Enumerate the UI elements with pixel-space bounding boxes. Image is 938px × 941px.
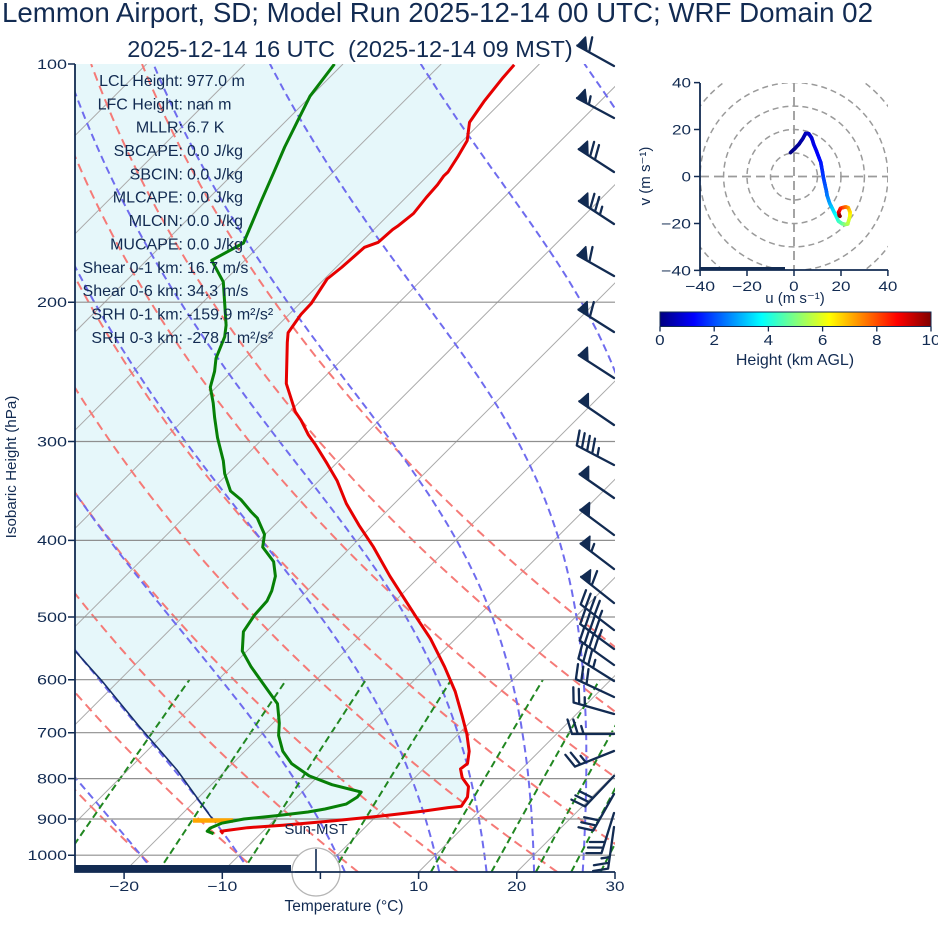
svg-text:0.0 J/kg: 0.0 J/kg — [187, 213, 243, 230]
svg-text:Shear 0-6 km:: Shear 0-6 km: — [83, 283, 183, 300]
svg-text:−40: −40 — [661, 262, 691, 278]
svg-text:600: 600 — [37, 672, 67, 688]
svg-text:MLCAPE:: MLCAPE: — [113, 190, 183, 207]
svg-text:1000: 1000 — [28, 847, 68, 863]
svg-text:16.7 m/s: 16.7 m/s — [187, 260, 248, 277]
svg-text:0: 0 — [682, 169, 692, 185]
svg-text:20: 20 — [507, 878, 526, 894]
svg-text:800: 800 — [37, 770, 67, 786]
svg-text:v (m s⁻¹): v (m s⁻¹) — [637, 147, 654, 206]
svg-text:−10: −10 — [207, 878, 237, 894]
svg-text:0.0 J/kg: 0.0 J/kg — [187, 166, 243, 183]
svg-text:40: 40 — [878, 278, 897, 294]
svg-text:977.0 m: 977.0 m — [187, 73, 245, 90]
svg-text:-159.9 m²/s²: -159.9 m²/s² — [187, 307, 274, 324]
svg-text:Lemmon Airport, SD; Model Run: Lemmon Airport, SD; Model Run 2025-12-14… — [2, 0, 873, 28]
svg-text:−20: −20 — [109, 878, 139, 894]
svg-text:30: 30 — [606, 878, 625, 894]
svg-text:10: 10 — [922, 333, 938, 349]
svg-text:Temperature (°C): Temperature (°C) — [284, 898, 403, 915]
svg-text:−40: −40 — [685, 278, 715, 294]
svg-text:0.0 J/kg: 0.0 J/kg — [187, 190, 243, 207]
svg-text:10: 10 — [409, 878, 428, 894]
svg-text:8: 8 — [872, 333, 882, 349]
svg-text:700: 700 — [37, 725, 67, 741]
svg-text:LFC Height:: LFC Height: — [98, 96, 183, 113]
svg-text:SRH 0-1 km:: SRH 0-1 km: — [91, 307, 183, 324]
svg-text:−20: −20 — [732, 278, 762, 294]
svg-text:-278.1 m²/s²: -278.1 m²/s² — [187, 330, 274, 347]
svg-text:0.0 J/kg: 0.0 J/kg — [187, 236, 243, 253]
svg-text:0.0 J/kg: 0.0 J/kg — [187, 143, 243, 160]
svg-text:nan m: nan m — [187, 96, 231, 113]
svg-text:0: 0 — [655, 333, 665, 349]
svg-text:2025-12-14 16 UTC (2025-12-14: 2025-12-14 16 UTC (2025-12-14 09 MST) — [127, 36, 572, 62]
svg-text:−20: −20 — [661, 216, 691, 232]
svg-text:200: 200 — [37, 294, 67, 310]
svg-text:400: 400 — [37, 532, 67, 548]
svg-text:20: 20 — [672, 122, 691, 138]
svg-text:900: 900 — [37, 811, 67, 827]
svg-text:100: 100 — [37, 56, 67, 72]
svg-text:500: 500 — [37, 609, 67, 625]
svg-text:MUCAPE:: MUCAPE: — [110, 236, 183, 253]
svg-text:20: 20 — [832, 278, 851, 294]
svg-text:u (m s⁻¹): u (m s⁻¹) — [765, 290, 825, 307]
svg-text:Sun-MST: Sun-MST — [284, 821, 347, 838]
svg-text:MLCIN:: MLCIN: — [129, 213, 183, 230]
svg-text:SBCIN:: SBCIN: — [130, 166, 183, 183]
svg-text:SRH 0-3 km:: SRH 0-3 km: — [91, 330, 183, 347]
svg-text:40: 40 — [672, 75, 691, 91]
svg-text:2: 2 — [710, 333, 720, 349]
svg-text:300: 300 — [37, 433, 67, 449]
svg-text:34.3 m/s: 34.3 m/s — [187, 283, 248, 300]
svg-text:SBCAPE:: SBCAPE: — [114, 143, 183, 160]
svg-text:Shear 0-1 km:: Shear 0-1 km: — [83, 260, 183, 277]
svg-text:4: 4 — [764, 333, 774, 349]
svg-text:LCL Height:: LCL Height: — [99, 73, 183, 90]
svg-text:6: 6 — [818, 333, 828, 349]
svg-text:MLLR:: MLLR: — [136, 120, 183, 137]
svg-text:6.7 K: 6.7 K — [187, 120, 225, 137]
svg-text:Height (km AGL): Height (km AGL) — [736, 352, 854, 369]
svg-text:Isobaric Height (hPa): Isobaric Height (hPa) — [3, 396, 20, 539]
